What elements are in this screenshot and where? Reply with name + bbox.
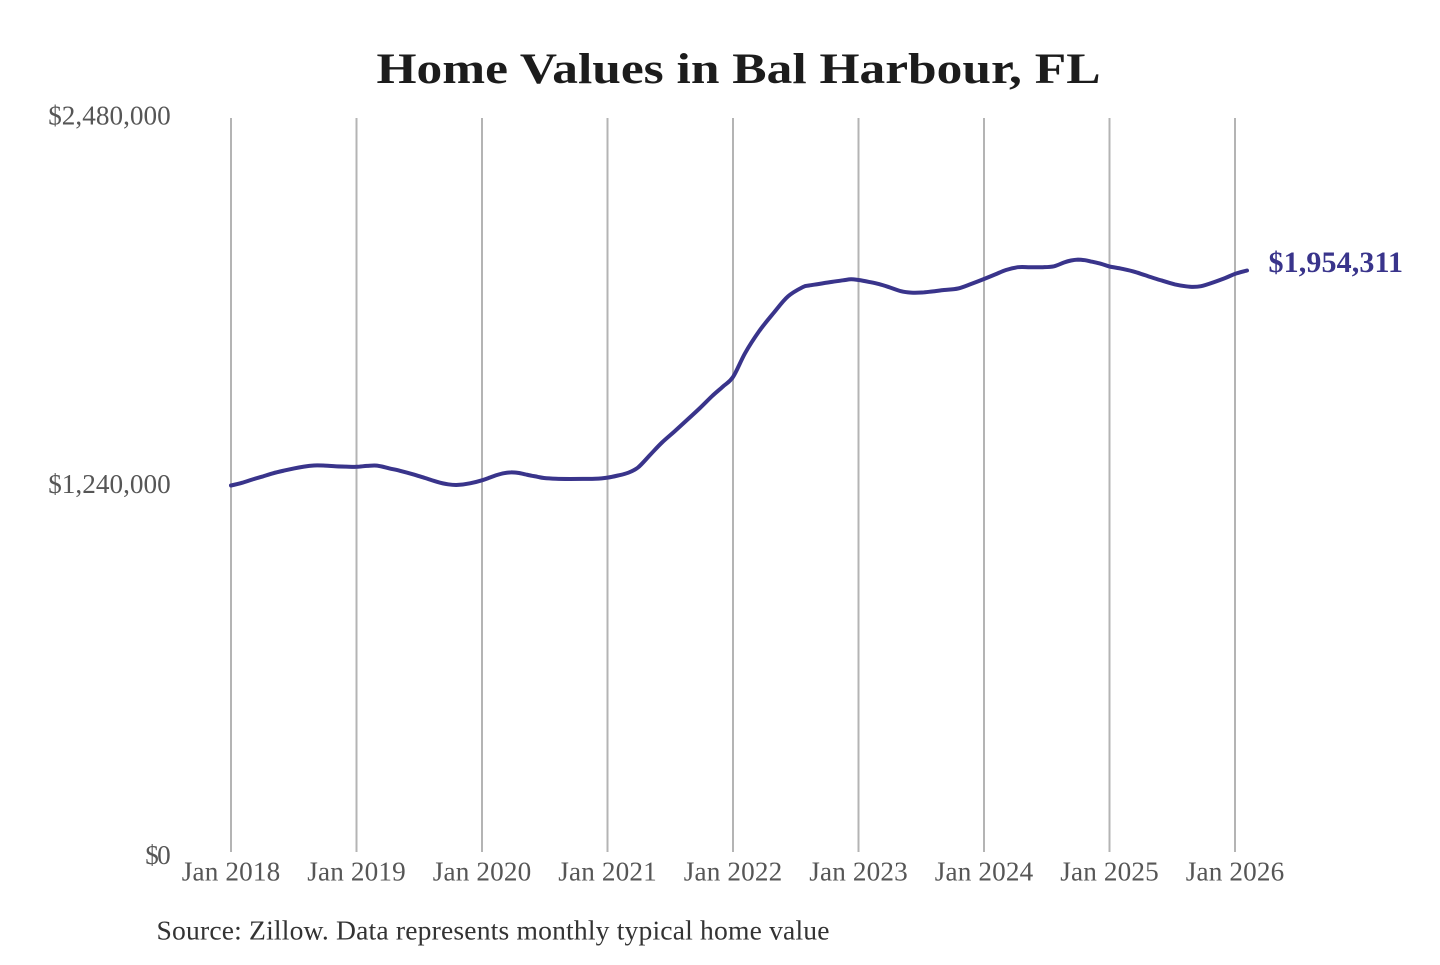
svg-text:$1,954,311: $1,954,311 — [1269, 246, 1404, 279]
svg-text:Source: Zillow. Data represent: Source: Zillow. Data represents monthly … — [157, 914, 830, 945]
svg-text:$1,240,000: $1,240,000 — [48, 469, 171, 499]
svg-text:Jan 2024: Jan 2024 — [935, 857, 1034, 887]
svg-text:Jan 2025: Jan 2025 — [1060, 857, 1159, 887]
svg-text:$0: $0 — [145, 840, 171, 870]
svg-text:Jan 2018: Jan 2018 — [182, 857, 281, 887]
svg-text:Jan 2022: Jan 2022 — [684, 857, 783, 887]
svg-text:Jan 2020: Jan 2020 — [433, 857, 532, 887]
svg-text:Home Values in Bal Harbour, FL: Home Values in Bal Harbour, FL — [377, 46, 1101, 93]
svg-text:Jan 2026: Jan 2026 — [1186, 857, 1285, 887]
svg-text:Jan 2019: Jan 2019 — [307, 857, 406, 887]
svg-text:$2,480,000: $2,480,000 — [48, 100, 171, 130]
svg-text:Jan 2021: Jan 2021 — [558, 857, 657, 887]
svg-text:Jan 2023: Jan 2023 — [809, 857, 908, 887]
